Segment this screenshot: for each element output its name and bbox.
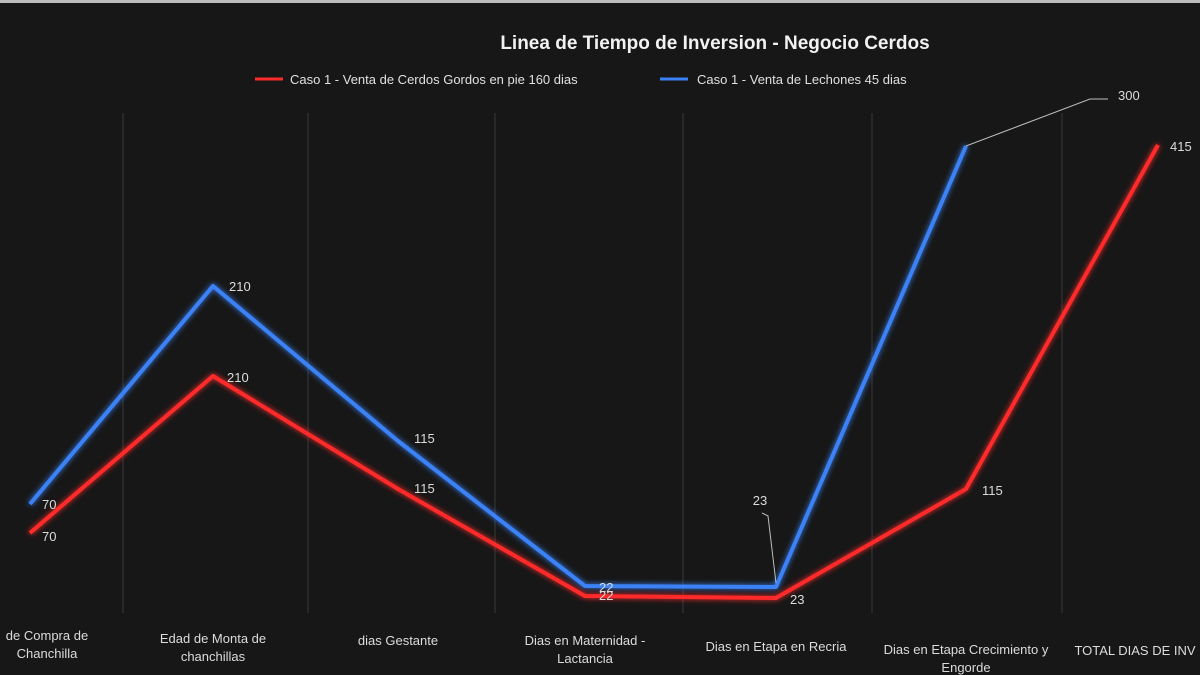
data-label-red-2: 115	[414, 481, 435, 496]
x-tick-label-6: TOTAL DIAS DE INV	[1074, 643, 1195, 658]
data-label-blue-4: 23	[753, 493, 767, 508]
data-label-red-3: 22	[599, 588, 613, 603]
line-chart: Linea de Tiempo de Inversion - Negocio C…	[6, 33, 1196, 675]
data-label-blue-3: 22	[599, 580, 613, 595]
x-tick-label-4: Dias en Etapa en Recria	[706, 639, 848, 654]
leader-line-blue-4	[761, 512, 777, 584]
data-labels: 70 210 115 22 23 115 415 70 210 115 22 23 300	[42, 88, 1192, 607]
data-label-blue-1: 210	[229, 279, 251, 294]
data-label-blue-2: 115	[414, 431, 435, 446]
data-label-red-5: 115	[982, 483, 1003, 498]
data-label-red-1: 210	[227, 370, 249, 385]
series-line-0	[28, 144, 1160, 600]
gridlines	[122, 113, 1063, 613]
data-label-red-4: 23	[790, 592, 804, 607]
leader-line-blue-5	[965, 98, 1108, 147]
series-layer	[28, 144, 1160, 600]
data-label-blue-5: 300	[1118, 88, 1140, 103]
data-label-red-0: 70	[42, 529, 56, 544]
x-axis-ticks: de Compra de Chanchilla Edad de Monta de ch…	[6, 628, 1196, 675]
x-tick-label-3: Dias en Maternidad -Lactancia	[525, 633, 646, 666]
x-tick-label-5: Dias en Etapa Crecimiento y Engorde	[884, 642, 1049, 675]
data-label-red-6: 415	[1170, 139, 1192, 154]
series-line-1	[28, 145, 968, 589]
x-tick-label-2: dias Gestante	[358, 633, 438, 648]
legend-label-0: Caso 1 - Venta de Cerdos Gordos en pie 1…	[290, 72, 578, 87]
legend-label-1: Caso 1 - Venta de Lechones 45 dias	[697, 72, 907, 87]
legend: Caso 1 - Venta de Cerdos Gordos en pie 1…	[255, 72, 907, 87]
chart-title: Linea de Tiempo de Inversion - Negocio C…	[500, 33, 929, 54]
x-tick-label-0: de Compra de Chanchilla	[6, 628, 88, 661]
x-tick-label-1: Edad de Monta de chanchillas	[160, 631, 266, 664]
data-label-blue-0: 70	[42, 497, 56, 512]
